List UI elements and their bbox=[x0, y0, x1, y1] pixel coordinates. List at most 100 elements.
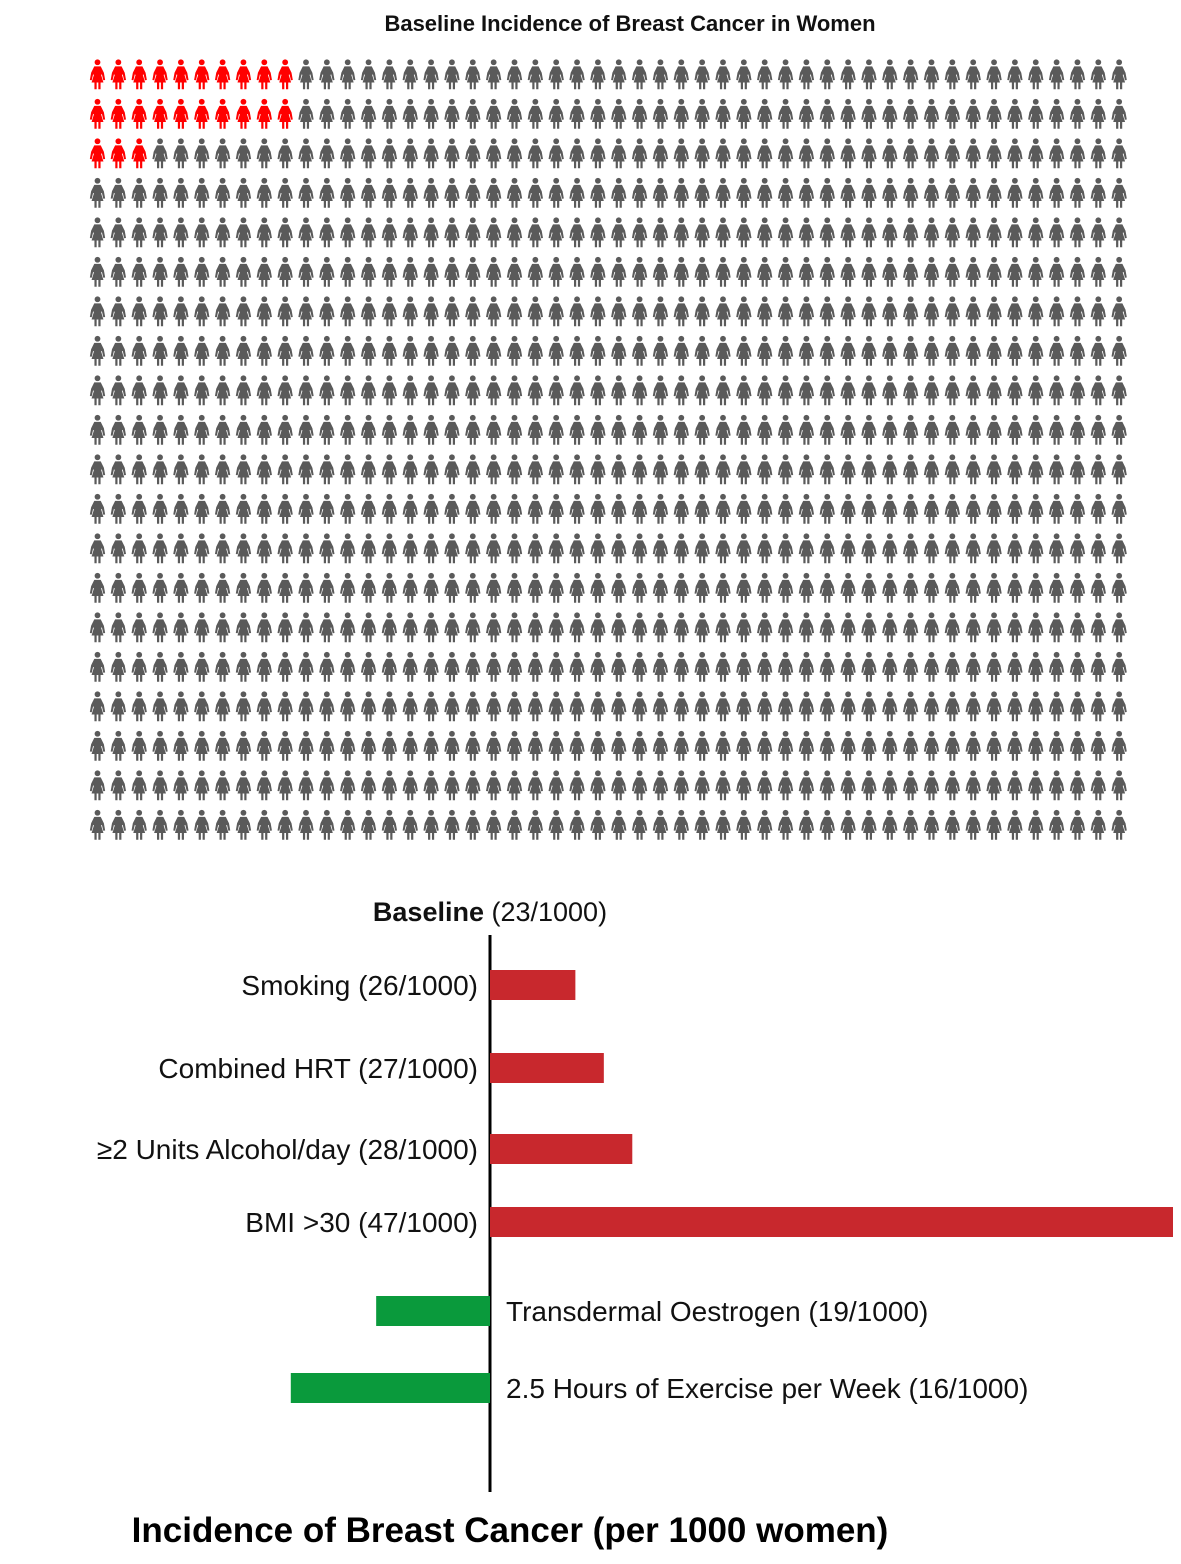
woman-icon bbox=[882, 217, 898, 248]
woman-icon bbox=[590, 730, 606, 761]
woman-icon bbox=[235, 414, 252, 445]
woman-icon bbox=[194, 375, 210, 406]
woman-icon bbox=[298, 730, 314, 761]
woman-icon bbox=[965, 138, 981, 169]
woman-icon bbox=[381, 809, 398, 840]
woman-icon bbox=[506, 651, 523, 682]
woman-icon bbox=[506, 217, 523, 248]
woman-icon bbox=[757, 572, 773, 603]
woman-icon bbox=[527, 98, 543, 129]
woman-icon bbox=[527, 651, 543, 682]
woman-icon bbox=[1111, 770, 1127, 801]
woman-icon bbox=[944, 375, 960, 406]
woman-icon bbox=[736, 651, 752, 682]
woman-icon bbox=[715, 217, 731, 248]
woman-icon bbox=[1069, 651, 1086, 682]
woman-icon bbox=[1028, 375, 1044, 406]
woman-icon bbox=[444, 217, 460, 248]
woman-icon bbox=[1069, 691, 1086, 722]
woman-icon bbox=[465, 454, 481, 485]
woman-icon bbox=[235, 335, 252, 366]
woman-icon bbox=[903, 98, 919, 129]
woman-icon bbox=[277, 809, 293, 840]
woman-icon bbox=[736, 533, 752, 564]
woman-icon bbox=[652, 493, 669, 524]
woman-icon bbox=[965, 98, 981, 129]
woman-icon bbox=[319, 375, 335, 406]
woman-icon bbox=[923, 217, 940, 248]
woman-icon bbox=[569, 454, 585, 485]
woman-icon bbox=[444, 256, 460, 287]
woman-icon bbox=[1007, 256, 1023, 287]
woman-icon bbox=[777, 730, 794, 761]
woman-icon bbox=[465, 217, 481, 248]
woman-icon bbox=[381, 177, 398, 208]
woman-icon bbox=[256, 770, 272, 801]
woman-icon bbox=[444, 414, 460, 445]
woman-icon bbox=[611, 809, 627, 840]
woman-icon bbox=[694, 454, 710, 485]
woman-icon bbox=[131, 454, 147, 485]
woman-icon bbox=[173, 691, 189, 722]
woman-icon bbox=[1111, 59, 1127, 90]
woman-icon bbox=[214, 651, 231, 682]
woman-icon bbox=[402, 651, 418, 682]
woman-icon bbox=[486, 493, 502, 524]
woman-icon bbox=[486, 414, 502, 445]
woman-icon bbox=[340, 335, 356, 366]
woman-icon bbox=[611, 533, 627, 564]
woman-icon bbox=[819, 217, 835, 248]
woman-icon bbox=[1069, 533, 1086, 564]
woman-icon bbox=[652, 572, 669, 603]
woman-icon bbox=[882, 493, 898, 524]
woman-icon bbox=[152, 335, 168, 366]
woman-icon bbox=[631, 335, 648, 366]
woman-icon bbox=[402, 572, 418, 603]
woman-icon bbox=[631, 730, 648, 761]
woman-icon bbox=[214, 454, 231, 485]
woman-icon bbox=[277, 335, 293, 366]
woman-icon bbox=[819, 335, 835, 366]
woman-icon bbox=[798, 533, 815, 564]
woman-icon bbox=[340, 59, 356, 90]
woman-icon bbox=[506, 612, 523, 643]
woman-icon bbox=[715, 296, 731, 327]
woman-icon bbox=[590, 651, 606, 682]
woman-icon bbox=[819, 809, 835, 840]
woman-icon bbox=[402, 809, 418, 840]
woman-icon bbox=[402, 335, 418, 366]
woman-icon bbox=[506, 691, 523, 722]
woman-icon bbox=[652, 612, 669, 643]
woman-icon bbox=[486, 177, 502, 208]
woman-icon bbox=[319, 651, 335, 682]
woman-icon bbox=[1028, 651, 1044, 682]
woman-icon bbox=[360, 138, 377, 169]
woman-icon bbox=[194, 414, 210, 445]
woman-icon bbox=[819, 730, 835, 761]
woman-icon bbox=[611, 691, 627, 722]
woman-icon bbox=[923, 454, 940, 485]
woman-icon bbox=[736, 335, 752, 366]
woman-icon bbox=[381, 138, 398, 169]
woman-icon bbox=[444, 375, 460, 406]
woman-icon bbox=[777, 59, 794, 90]
woman-icon bbox=[298, 612, 314, 643]
woman-icon bbox=[882, 256, 898, 287]
woman-icon bbox=[235, 493, 252, 524]
woman-icon bbox=[381, 533, 398, 564]
woman-icon bbox=[423, 454, 439, 485]
woman-icon bbox=[235, 809, 252, 840]
woman-icon bbox=[861, 138, 877, 169]
woman-icon bbox=[840, 533, 856, 564]
woman-icon bbox=[757, 375, 773, 406]
woman-icon bbox=[715, 335, 731, 366]
woman-icon bbox=[590, 809, 606, 840]
woman-icon bbox=[194, 177, 210, 208]
woman-icon bbox=[1111, 296, 1127, 327]
woman-icon bbox=[736, 730, 752, 761]
woman-icon bbox=[1028, 770, 1044, 801]
woman-icon bbox=[381, 454, 398, 485]
woman-icon bbox=[381, 730, 398, 761]
woman-icon bbox=[1028, 98, 1044, 129]
woman-icon bbox=[986, 217, 1002, 248]
